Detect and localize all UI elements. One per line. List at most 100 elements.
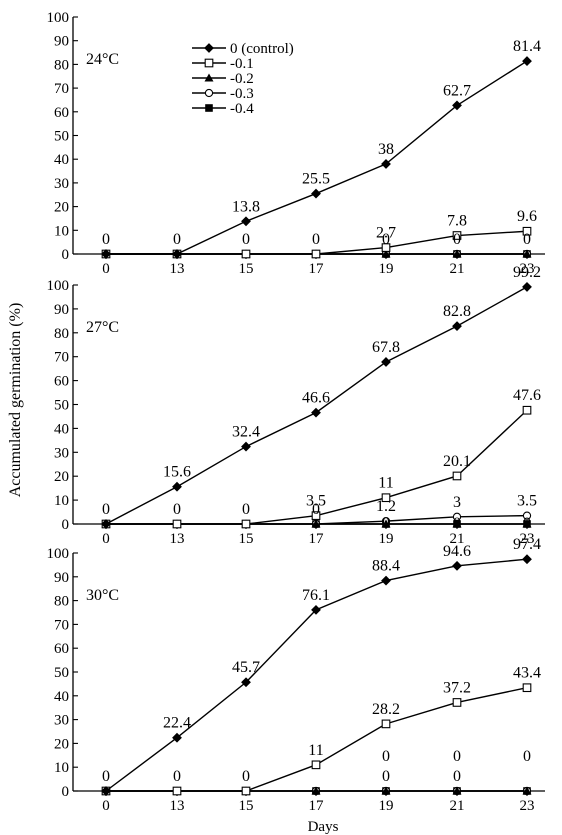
data-label-0-1: 47.6	[513, 387, 541, 404]
data-point-0-control	[311, 407, 321, 418]
data-label-0-control: 13.8	[232, 198, 260, 215]
data-point-0-control	[172, 481, 182, 492]
data-point-0-1	[381, 493, 391, 503]
data-point-0-control	[241, 441, 251, 452]
data-point-0-control	[172, 249, 182, 259]
y-tick-label: 80	[54, 594, 69, 610]
y-tick-label: 50	[54, 129, 69, 145]
data-point-0-control	[452, 100, 462, 111]
x-axis-label: Days	[308, 819, 339, 835]
x-tick-label: 13	[170, 261, 185, 277]
series-0-1	[101, 683, 532, 796]
data-label-0-1: 11	[308, 742, 323, 759]
data-label-0-control: 22.4	[163, 715, 191, 732]
data-point-0-2	[381, 249, 391, 258]
y-tick-label: 40	[54, 152, 69, 168]
x-tick-label: 15	[239, 798, 254, 814]
data-point-0-1	[522, 683, 532, 693]
x-tick-label: 21	[450, 531, 465, 547]
data-point-0-control	[381, 159, 391, 169]
data-point-0-1	[311, 511, 321, 520]
data-point-0-control	[101, 519, 111, 529]
y-tick-label: 20	[54, 200, 69, 216]
data-label-0-1: 7.8	[447, 213, 467, 230]
data-label-0-1: 0	[242, 501, 250, 518]
legend-marker	[204, 58, 214, 68]
y-tick-label: 80	[54, 57, 69, 73]
y-tick-label: 70	[54, 81, 69, 97]
data-point-0-2	[522, 249, 532, 258]
data-label-0-3: 0	[453, 748, 461, 765]
data-point-0-2	[522, 786, 532, 795]
y-tick-label: 20	[54, 469, 69, 485]
data-label-0-control: 76.1	[302, 587, 330, 604]
data-point-0-3	[522, 511, 532, 520]
x-tick-label: 15	[239, 261, 254, 277]
panel-24-c: 0 10 20 30 40 50 60 70 80 90 100 0 13 15 17 19 21 23 24°C 0…	[47, 10, 545, 277]
data-label-0-3: 3	[453, 494, 461, 511]
data-point-0-1	[452, 698, 462, 707]
data-point-0-control	[101, 249, 111, 259]
data-label-0-1: 37.2	[443, 679, 471, 696]
series-0-control	[101, 282, 532, 529]
data-point-0-control	[452, 560, 462, 571]
data-label-0-1: 28.2	[372, 701, 400, 718]
panel-title: 27°C	[86, 319, 119, 336]
data-point-0-1	[381, 719, 391, 729]
x-tick-label: 17	[309, 531, 325, 547]
data-label-0-3: 0	[453, 231, 461, 248]
y-tick-label: 60	[54, 105, 69, 121]
data-point-0-2	[452, 249, 462, 258]
data-point-0-control	[101, 786, 111, 796]
legend-entry-0-control: 0 (control)	[192, 41, 294, 57]
data-point-0-1	[241, 786, 251, 796]
data-label-0-control: 45.7	[232, 659, 260, 676]
data-point-0-1	[172, 786, 182, 796]
x-tick-label: 0	[102, 531, 110, 547]
data-label-0-4: 0	[453, 768, 461, 785]
legend-label: 0 (control)	[230, 41, 294, 57]
data-point-0-1	[172, 519, 182, 529]
data-point-0-2	[311, 786, 321, 795]
legend-label: -0.2	[230, 71, 254, 87]
data-label-0-control: 25.5	[302, 171, 330, 188]
data-point-0-1	[311, 249, 321, 259]
data-label-0-3: 0	[523, 748, 531, 765]
data-label-0-1: 11	[378, 475, 393, 492]
data-label-0-control: 46.6	[302, 390, 330, 407]
data-point-0-control	[522, 554, 532, 565]
data-point-0-2	[452, 786, 462, 795]
data-label-0-1: 2.7	[376, 225, 396, 242]
x-tick-label: 15	[239, 531, 254, 547]
data-label-0-control: 0	[102, 231, 110, 248]
data-point-0-1	[452, 471, 462, 481]
series-line-0-1	[106, 687, 528, 792]
data-point-0-1	[522, 405, 532, 415]
y-tick-label: 30	[54, 713, 69, 729]
y-tick-label: 30	[54, 445, 69, 461]
legend-label: -0.4	[230, 101, 254, 117]
legend-marker	[204, 73, 214, 82]
y-axis-label: Accumulated germination (%)	[7, 303, 24, 498]
data-label-0-control: 97.4	[513, 536, 541, 553]
data-label-0-3: 1.2	[376, 498, 396, 515]
legend-entry-0-3: -0.3	[192, 86, 254, 102]
y-tick-label: 100	[47, 10, 70, 26]
x-tick-label: 17	[309, 798, 325, 814]
data-point-0-1	[311, 760, 321, 770]
y-tick-label: 40	[54, 689, 69, 705]
x-tick-label: 23	[520, 531, 535, 547]
data-point-0-1	[241, 249, 251, 259]
legend-entry-0-4: -0.4	[192, 101, 254, 117]
y-tick-label: 60	[54, 641, 69, 657]
data-point-0-2	[522, 519, 532, 528]
panel-title: 30°C	[86, 587, 119, 604]
y-tick-label: 70	[54, 350, 69, 366]
data-point-0-control	[172, 732, 182, 743]
data-point-0-1	[522, 226, 532, 236]
data-label-0-4: 0	[453, 515, 461, 532]
x-tick-label: 21	[450, 261, 465, 277]
x-tick-label: 23	[520, 798, 535, 814]
x-tick-label: 13	[170, 798, 185, 814]
